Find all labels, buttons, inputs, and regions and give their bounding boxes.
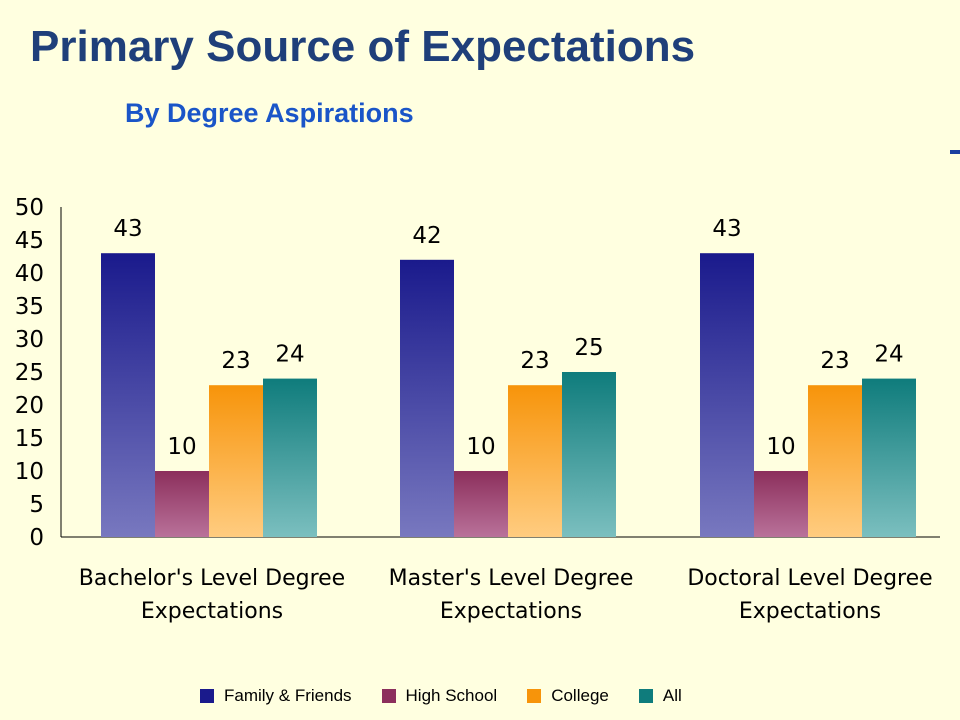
bar-chart: 0 5 10 15 20 25 30 35 40 45 50 43 10 23 24 Bachelor's L… [15,195,940,624]
bar-family-friends-3 [700,253,754,537]
y-tick-label: 10 [15,459,44,485]
legend-label: College [551,686,609,705]
data-label: 43 [113,216,142,242]
bar-high-school-1 [155,471,209,537]
bar-high-school-2 [454,471,508,537]
data-label: 10 [466,434,495,460]
x-category-label: Master's Level Degree [389,566,634,591]
data-label: 24 [874,342,903,368]
legend-item-family-friends: Family & Friends [200,686,352,706]
legend-label: Family & Friends [224,686,352,705]
data-label: 23 [820,348,849,374]
legend-item-college: College [527,686,609,706]
bar-all-3 [862,378,916,537]
y-tick-label: 5 [29,492,44,518]
legend-item-all: All [638,686,682,706]
y-tick-label: 50 [15,195,44,221]
x-category-label: Expectations [141,599,283,624]
legend-label: High School [405,686,498,705]
bar-family-friends-1 [101,253,155,537]
chart-title: Primary Source of Expectations [30,22,696,71]
bar-college-3 [808,385,862,537]
data-label: 23 [221,348,250,374]
y-tick-label: 30 [15,327,44,353]
legend-label: All [662,686,682,705]
data-label: 23 [520,348,549,374]
bar-high-school-3 [754,471,808,537]
data-label: 42 [412,223,441,249]
legend-swatch [638,689,653,703]
y-tick-label: 40 [15,261,44,287]
chart-legend: Family & Friends High School College All [200,686,682,706]
data-label: 25 [574,335,603,361]
legend-item-high-school: High School [381,686,498,706]
chart-subtitle: By Degree Aspirations [125,98,414,128]
legend-swatch [527,689,542,703]
y-tick-label: 45 [15,228,44,254]
bar-family-friends-2 [400,259,454,537]
legend-swatch [200,689,214,703]
y-tick-label: 20 [15,393,44,419]
corner-accent [950,150,960,154]
x-category-label: Expectations [739,599,881,624]
legend-swatch [381,689,396,703]
x-category-label: Doctoral Level Degree [687,566,932,591]
bar-college-1 [209,385,263,537]
x-category-label: Bachelor's Level Degree [79,566,345,591]
data-label: 10 [766,434,795,460]
y-tick-label: 35 [15,294,44,320]
data-label: 24 [275,342,304,368]
data-label: 43 [712,216,741,242]
y-tick-label: 15 [15,426,44,452]
data-label: 10 [167,434,196,460]
y-tick-label: 25 [15,360,44,386]
x-category-label: Expectations [440,599,582,624]
bar-all-1 [263,378,317,537]
y-tick-label: 0 [29,525,44,551]
bar-college-2 [508,385,562,537]
bar-all-2 [562,372,616,537]
